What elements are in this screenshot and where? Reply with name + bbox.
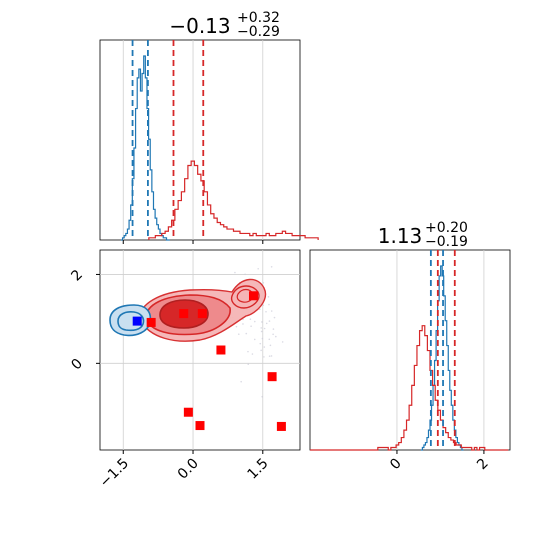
joint-sample-dot [275,335,277,338]
joint-sample-dot [245,332,248,335]
marginal-x-ticks [122,240,264,244]
joint-sample-dot [272,333,274,336]
joint-sample-dot [259,308,261,311]
joint-sample-dot [263,327,266,330]
marginal-y-title-sub: −0.19 [425,234,468,250]
joint-sample-dot [273,316,276,319]
joint-sample-dot [268,320,271,322]
marginal-x-title-sup: +0.32 [237,10,280,26]
joint-frame [99,249,301,451]
joint-sample-dot [265,310,267,313]
red-marker-0 [146,317,156,327]
red-marker-6 [195,421,205,431]
joint-sample-dot [253,320,256,323]
joint-sample-dot [270,266,273,268]
marginal-x-title: −0.13 [169,14,230,38]
joint-sample-dot [272,328,275,330]
joint-sample-dot [240,380,242,383]
my-x-tick-label-0: 0 [387,456,405,474]
joint-x-tick-label-1: 0.0 [175,456,202,483]
red-marker-1 [179,309,189,319]
joint-sample-dot [237,333,240,335]
joint-sample-dot [262,281,265,284]
joint-sample-dot [250,325,252,327]
joint-sample-dot [261,337,264,340]
joint-sample-dot [260,327,263,329]
red-marker-7 [267,372,277,382]
joint-x-tick-label-2: 1.5 [245,456,272,483]
marginal-x-title-sub: −0.29 [237,24,280,40]
joint-sample-dot [268,303,270,306]
joint-sample-dot [260,330,263,333]
joint-markers [132,291,286,431]
marginal-y-title-sup: +0.20 [425,220,468,236]
joint-sample-dot [251,353,254,355]
joint-sample-dot [267,296,270,298]
joint-sample-dot [269,344,272,347]
joint-sample-dot [262,304,265,307]
joint-sample-dot [260,349,262,352]
red-marker-5 [183,407,193,417]
joint-sample-dot [247,350,249,353]
marginal-y-hist-red [310,325,509,451]
joint-panel: −1.5 0.0 1.5 0 2 [68,249,301,491]
joint-sample-dot [263,356,265,358]
marginal-x-bars [120,55,319,241]
joint-sample-dot [257,267,259,270]
joint-sample-dot [249,318,252,320]
joint-sample-dot [270,355,273,357]
joint-sample-dot [253,338,256,341]
joint-sample-dot [281,341,284,343]
marginal-y-frame [309,249,511,451]
joint-sample-dot [265,322,268,325]
marginal-y-grid [396,250,485,450]
red-marker-8 [276,421,286,431]
joint-sample-dot [235,325,238,328]
my-x-tick-label-1: 2 [474,456,492,474]
blue-marker-0 [132,316,142,326]
marginal-y-quantiles [429,250,456,450]
joint-sample-dot [261,321,263,323]
marginal-x-frame [99,39,301,241]
marginal-x-quantiles [131,40,205,240]
red-marker-2 [197,309,207,319]
marginal-x-hist-blue [120,55,170,241]
joint-sample-dot [259,342,262,345]
marginal-x-title-main: −0.13 [169,14,230,38]
joint-sample-dot [244,273,246,276]
joint-y-tick-label-1: 2 [68,267,86,285]
red-marker-3 [216,345,226,355]
joint-sample-dot [263,346,266,348]
marginal-x-hist-red [148,160,319,240]
red-marker-4 [248,291,258,301]
joint-sample-dot [268,338,271,341]
joint-y-tick-label-0: 0 [68,356,86,374]
joint-sample-dot [247,363,250,366]
joint-sample-dot [270,310,273,312]
joint-sample-dot [242,323,244,325]
joint-x-tick-label-0: −1.5 [97,456,132,491]
joint-sample-dot [261,395,263,398]
joint-sample-dot [268,355,271,357]
blue-contour-inner [117,311,145,332]
marginal-x-panel: −0.13 +0.32 −0.29 [99,10,319,244]
marginal-y-title-main: 1.13 [378,224,423,248]
marginal-x-grid [122,40,264,240]
joint-sample-dot [234,271,236,274]
joint-grid [100,250,300,450]
marginal-y-title: 1.13 [378,224,423,248]
